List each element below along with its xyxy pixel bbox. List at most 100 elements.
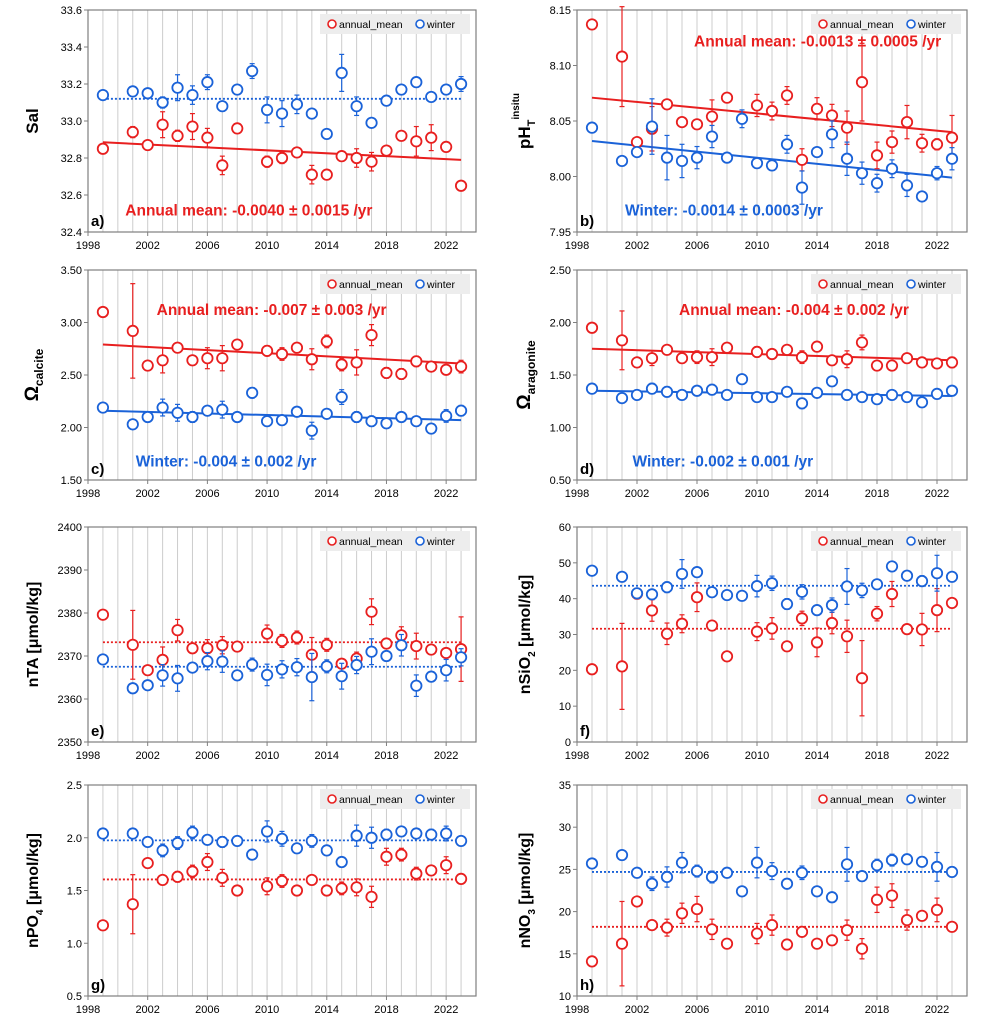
data-point-annual_mean <box>915 137 929 150</box>
series-annual_mean <box>585 580 959 717</box>
x-tick-label: 2010 <box>745 750 769 762</box>
data-point-winter <box>380 417 393 430</box>
data-point-annual_mean <box>260 627 274 640</box>
data-point-winter <box>675 567 689 581</box>
legend-label-annual_mean: annual_mean <box>830 19 894 31</box>
data-point-winter <box>645 877 659 890</box>
data-point-winter <box>645 382 659 395</box>
data-point-winter <box>750 157 764 170</box>
series-annual_mean <box>96 598 468 682</box>
data-point-winter <box>765 159 779 172</box>
x-tick-label: 2010 <box>255 240 279 252</box>
data-point-annual_mean <box>870 893 884 906</box>
data-point-annual_mean <box>660 343 674 356</box>
data-point-annual_mean <box>705 351 719 364</box>
y-axis-label: nNO3 [μmol/kg] <box>517 833 538 949</box>
data-point-winter <box>585 564 599 577</box>
legend-box <box>320 274 470 294</box>
data-point-annual_mean <box>171 870 184 883</box>
data-point-winter <box>780 597 794 611</box>
data-point-winter <box>630 388 644 402</box>
legend-label-winter: winter <box>426 794 456 806</box>
legend-box <box>320 531 470 551</box>
data-point-winter <box>675 388 689 402</box>
x-tick-label: 1998 <box>76 750 100 762</box>
data-point-annual_mean <box>156 653 169 666</box>
data-point-annual_mean <box>675 907 689 920</box>
data-point-winter <box>156 844 169 857</box>
data-point-winter <box>454 77 468 91</box>
data-point-winter <box>930 167 944 180</box>
data-point-annual_mean <box>825 109 839 122</box>
data-point-annual_mean <box>825 934 839 947</box>
data-point-annual_mean <box>156 873 169 887</box>
y-tick-label: 8.05 <box>550 116 571 128</box>
data-point-winter <box>186 410 199 424</box>
data-point-winter <box>290 842 304 855</box>
x-tick-label: 2006 <box>685 488 709 500</box>
data-point-annual_mean <box>380 144 393 157</box>
data-point-winter <box>141 679 154 692</box>
data-point-annual_mean <box>186 642 199 655</box>
data-point-winter <box>216 100 229 113</box>
data-point-winter <box>660 870 674 884</box>
y-tick-label: 20 <box>559 665 571 677</box>
data-point-winter <box>750 856 764 869</box>
data-point-winter <box>365 645 378 658</box>
y-axis-label: pHTinsitu <box>511 93 538 149</box>
data-point-winter <box>870 393 884 406</box>
data-point-annual_mean <box>305 353 318 366</box>
data-point-annual_mean <box>615 50 629 63</box>
data-point-winter <box>126 827 139 840</box>
data-point-annual_mean <box>305 168 318 181</box>
y-tick-label: 2390 <box>58 565 82 577</box>
x-tick-label: 1998 <box>76 1004 100 1016</box>
data-point-winter <box>795 181 809 194</box>
data-point-annual_mean <box>585 18 599 31</box>
x-tick-label: 2010 <box>255 750 279 762</box>
data-point-winter <box>615 848 629 862</box>
y-tick-label: 1.0 <box>67 938 82 950</box>
y-tick-label: 1.5 <box>67 886 82 898</box>
data-point-annual_mean <box>290 341 304 354</box>
data-point-winter <box>440 664 453 677</box>
data-point-annual_mean <box>454 872 468 885</box>
data-point-annual_mean <box>855 672 869 685</box>
y-axis-label: nPO4 [μmol/kg] <box>25 833 46 948</box>
series-winter <box>96 633 468 702</box>
data-point-winter <box>141 87 154 100</box>
data-point-winter <box>395 639 408 652</box>
data-point-winter <box>930 860 944 873</box>
chart-panel-a: 32.4 32.6 32.8 33.0 33.2 33.4 33.6 1998 2002 2006… <box>23 5 477 252</box>
data-point-annual_mean <box>795 612 809 625</box>
series-annual_mean <box>96 111 468 192</box>
legend-label-winter: winter <box>917 794 947 806</box>
data-point-winter <box>885 854 899 867</box>
data-point-annual_mean <box>930 604 944 617</box>
data-point-winter <box>660 151 674 164</box>
data-point-winter <box>454 834 468 848</box>
data-point-winter <box>335 855 348 869</box>
data-point-annual_mean <box>585 955 599 968</box>
data-point-annual_mean <box>810 636 824 649</box>
legend-label-winter: winter <box>426 536 456 548</box>
data-point-winter <box>260 825 274 838</box>
data-point-annual_mean <box>350 151 363 165</box>
data-point-winter <box>720 588 734 602</box>
legend-marker-winter <box>906 279 916 289</box>
data-point-annual_mean <box>855 942 869 955</box>
panel-label: d) <box>580 461 594 478</box>
x-tick-label: 2018 <box>865 240 889 252</box>
data-point-winter <box>660 581 674 594</box>
data-point-winter <box>440 83 453 96</box>
data-point-winter <box>780 138 794 151</box>
data-point-winter <box>96 653 110 666</box>
data-point-annual_mean <box>615 660 629 673</box>
y-tick-label: 2.5 <box>67 780 82 792</box>
data-point-winter <box>156 669 169 682</box>
data-point-annual_mean <box>395 848 408 861</box>
x-tick-label: 1998 <box>565 488 589 500</box>
data-point-winter <box>216 655 229 668</box>
data-point-winter <box>885 560 899 573</box>
legend: annual_mean winter <box>320 14 470 34</box>
